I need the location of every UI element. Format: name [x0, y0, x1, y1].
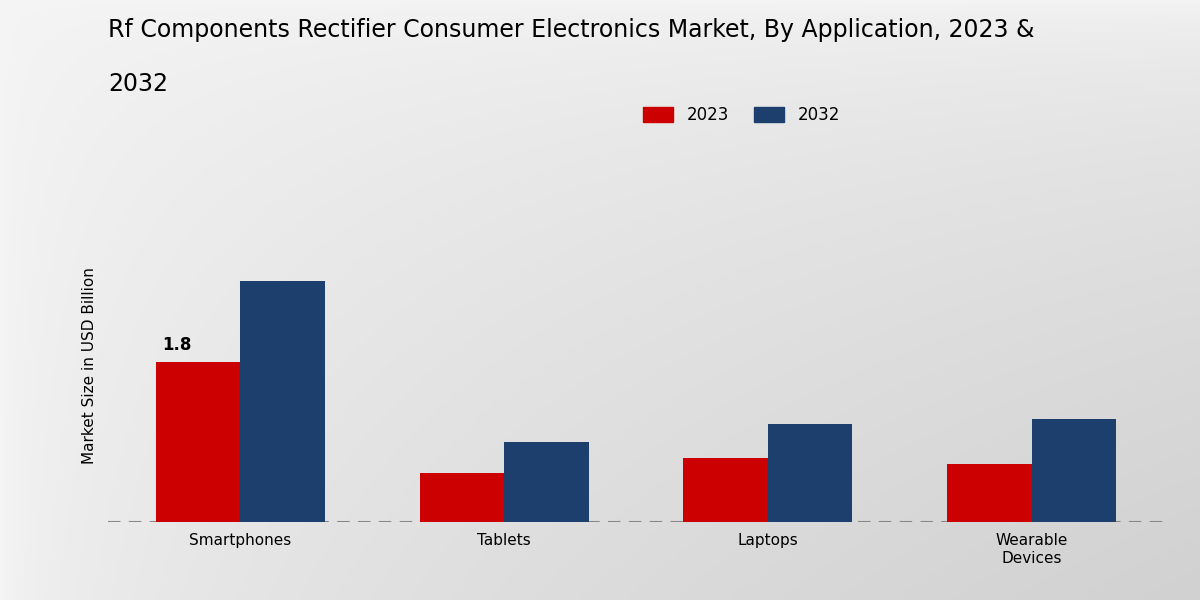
- Y-axis label: Market Size in USD Billion: Market Size in USD Billion: [82, 268, 97, 464]
- Bar: [156, 362, 240, 522]
- Bar: [947, 464, 1032, 522]
- Bar: [768, 424, 852, 522]
- Bar: [504, 442, 588, 522]
- Bar: [240, 281, 325, 522]
- Text: Rf Components Rectifier Consumer Electronics Market, By Application, 2023 &: Rf Components Rectifier Consumer Electro…: [108, 18, 1034, 42]
- Bar: [420, 473, 504, 522]
- Text: 2032: 2032: [108, 72, 168, 96]
- Legend: 2023, 2032: 2023, 2032: [637, 100, 846, 131]
- Bar: [684, 458, 768, 522]
- Bar: [1032, 419, 1116, 522]
- Text: 1.8: 1.8: [162, 337, 192, 355]
